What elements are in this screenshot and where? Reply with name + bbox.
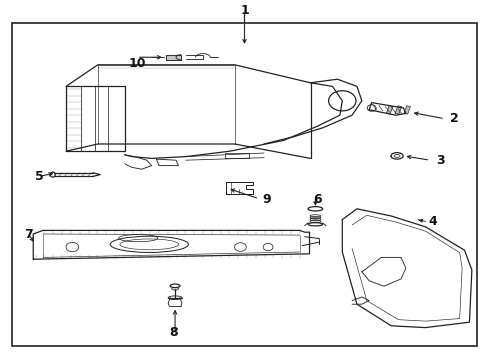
Text: 7: 7 bbox=[24, 228, 33, 240]
Text: 3: 3 bbox=[435, 154, 444, 167]
Bar bbox=[12, 23, 476, 346]
Text: 4: 4 bbox=[427, 215, 436, 228]
Text: 2: 2 bbox=[449, 112, 458, 125]
Text: 5: 5 bbox=[35, 170, 43, 183]
Bar bbox=[403, 106, 409, 114]
Text: 8: 8 bbox=[169, 327, 178, 339]
Bar bbox=[386, 106, 392, 114]
Polygon shape bbox=[166, 55, 181, 60]
Text: 10: 10 bbox=[128, 57, 145, 69]
Text: 6: 6 bbox=[313, 193, 322, 206]
Text: 1: 1 bbox=[240, 4, 248, 17]
Bar bbox=[394, 106, 401, 114]
Text: 9: 9 bbox=[262, 193, 270, 206]
